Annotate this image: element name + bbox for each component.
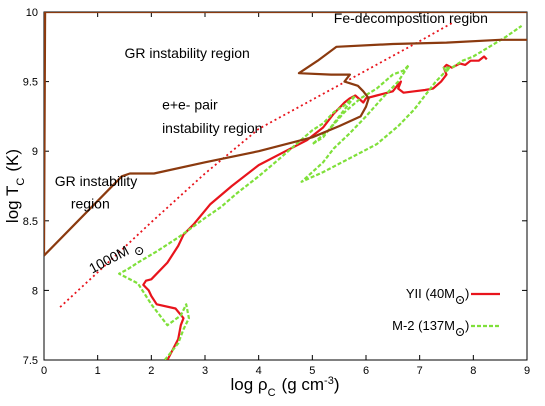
y-tick-label: 9 xyxy=(32,146,38,158)
x-tick-label: 2 xyxy=(148,365,154,377)
x-tick-label: 4 xyxy=(256,365,262,377)
x-tick-label: 1 xyxy=(95,365,101,377)
y-tick-label: 9.5 xyxy=(23,77,38,89)
series-m2-line xyxy=(117,24,523,360)
legend-sun-dot-icon xyxy=(459,331,461,333)
boundary-instability-line xyxy=(44,38,527,257)
legend-sun-icon xyxy=(456,296,464,304)
region-label: Fe-decomposition region xyxy=(334,10,488,26)
legend-label-close: ) xyxy=(465,286,469,301)
region-label: e+e- pair xyxy=(162,96,218,112)
x-axis-title: log ρC (g cm-3) xyxy=(231,375,340,399)
x-tick-label: 9 xyxy=(524,365,530,377)
region-label: GR instability region xyxy=(125,45,250,61)
sun-symbol-dot-icon xyxy=(138,250,140,252)
region-labels: Fe-decomposition region GR instability re… xyxy=(55,10,488,276)
axis-titles: log ρC (g cm-3) log TC(K) xyxy=(3,149,340,399)
x-tick-label: 7 xyxy=(417,365,423,377)
y-tick-label: 10 xyxy=(26,7,38,19)
legend-label-close: ) xyxy=(465,318,469,333)
y-tick-label: 8.5 xyxy=(23,216,38,228)
x-tick-label: 8 xyxy=(470,365,476,377)
region-label: instability region xyxy=(162,120,262,136)
legend-label: YII (40M xyxy=(406,286,455,301)
x-tick-label: 6 xyxy=(363,365,369,377)
boundary-top-line xyxy=(44,12,527,256)
y-tick-label: 7.5 xyxy=(23,355,38,367)
x-tick-label: 3 xyxy=(202,365,208,377)
y-axis-title: log TC(K) xyxy=(3,149,27,223)
legend-label: M-2 (137M xyxy=(392,318,455,333)
legend-sun-icon xyxy=(456,328,464,336)
region-label: region xyxy=(71,195,110,211)
legend-sun-dot-icon xyxy=(459,299,461,301)
mass-label: 1000M xyxy=(86,242,144,276)
axis-ticks: 0 1 2 3 4 5 6 7 8 9 7.5 8 8.5 9 9.5 10 xyxy=(23,7,530,377)
x-tick-label: 5 xyxy=(309,365,315,377)
legend: YII (40M) M-2 (137M) xyxy=(392,286,500,336)
sun-symbol-icon xyxy=(135,247,144,256)
x-tick-label: 0 xyxy=(41,365,47,377)
series-1000m-line xyxy=(59,22,453,308)
series-layer xyxy=(44,12,527,360)
region-label: GR instability xyxy=(55,173,137,189)
y-tick-label: 8 xyxy=(32,285,38,297)
